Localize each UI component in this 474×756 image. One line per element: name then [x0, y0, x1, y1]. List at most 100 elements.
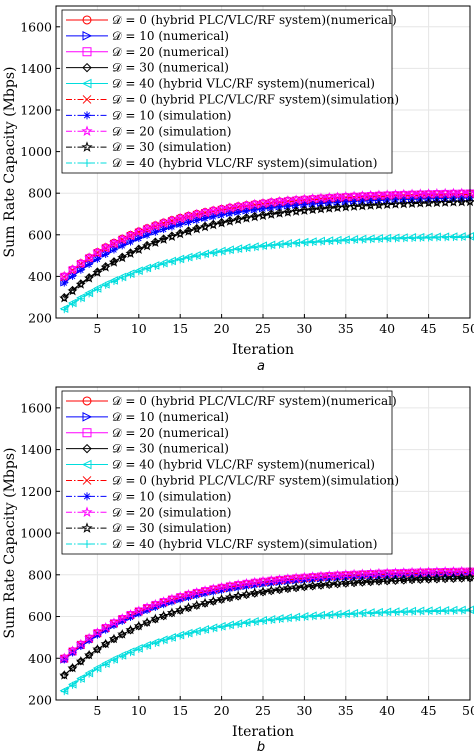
marker-star: [241, 213, 252, 223]
marker-star: [216, 581, 227, 592]
marker-diamond: [258, 210, 268, 219]
marker-star: [158, 596, 169, 606]
chart-panel-b: 5 10 15 20 25 30 35 40 45 50 200 400 600 800 1000 1200 1…: [2, 386, 474, 740]
marker-diamond: [233, 214, 243, 224]
marker-asterisk: [102, 251, 109, 258]
marker-star: [241, 199, 252, 210]
y-tick-label: 1400: [20, 442, 52, 457]
x-axis-label: Iteration: [232, 342, 294, 358]
legend-label: 𝒟 = 20 (numerical): [112, 45, 229, 59]
marker-star: [175, 228, 186, 239]
marker-star: [133, 244, 144, 255]
y-tick-label: 200: [28, 311, 52, 326]
legend: 𝒟 = 0 (hybrid PLC/VLC/RF system)(numeric…: [61, 390, 399, 555]
marker-asterisk: [243, 208, 250, 215]
x-tick-label: 50: [462, 321, 474, 336]
marker-diamond: [225, 216, 235, 225]
marker-star: [390, 188, 401, 199]
marker-star: [266, 584, 277, 595]
marker-triangle: [81, 459, 92, 470]
marker-star: [100, 638, 111, 649]
marker-star: [183, 602, 194, 612]
series-line: [63, 235, 471, 310]
marker-asterisk: [119, 243, 126, 249]
marker-asterisk: [260, 206, 266, 212]
marker-diamond: [142, 240, 152, 250]
marker-asterisk: [185, 219, 192, 226]
series-line: [63, 609, 471, 692]
marker-star: [125, 229, 136, 240]
chart-panel-a: 5 10 15 20 25 30 35 40 45 50 200 400 600 800 1000 1200 1…: [2, 5, 474, 358]
marker-star: [257, 210, 269, 221]
marker-star: [257, 197, 269, 208]
marker-star: [142, 223, 153, 233]
marker-star: [257, 575, 269, 586]
marker-star: [291, 194, 302, 204]
marker-diamond: [82, 62, 92, 73]
marker-star: [100, 242, 111, 252]
marker-star: [365, 568, 376, 578]
marker-diamond: [291, 206, 301, 215]
marker-star: [100, 262, 111, 272]
marker-asterisk: [152, 229, 159, 236]
marker-star: [282, 582, 293, 593]
marker-star: [299, 205, 310, 215]
marker-asterisk: [326, 200, 333, 206]
x-tick-label: 20: [214, 703, 230, 718]
marker-star: [440, 572, 451, 583]
marker-diamond: [159, 234, 168, 243]
marker-star: [448, 572, 459, 583]
y-axis-label: Sum Rate Capacity (Mbps): [2, 67, 18, 258]
marker-star: [398, 574, 409, 584]
marker-star: [166, 215, 177, 225]
legend-label: 𝒟 = 30 (simulation): [112, 521, 231, 535]
marker-star: [75, 279, 86, 289]
marker-diamond: [366, 200, 375, 209]
marker-star: [349, 568, 360, 579]
marker-star: [224, 580, 235, 591]
series-8: [59, 196, 474, 303]
marker-star: [398, 566, 409, 577]
marker-star: [357, 576, 368, 586]
y-tick-label: 800: [28, 186, 52, 201]
marker-diamond: [175, 228, 185, 238]
series-7: [59, 187, 474, 281]
marker-star: [266, 196, 277, 207]
series-8: [59, 572, 474, 680]
y-axis-label: Sum Rate Capacity (Mbps): [2, 448, 18, 639]
marker-asterisk: [78, 267, 84, 274]
legend-label: 𝒟 = 30 (simulation): [112, 140, 231, 154]
x-tick-label: 35: [338, 321, 354, 336]
y-tick-label: 200: [28, 693, 52, 708]
marker-star: [241, 577, 252, 588]
y-tick-label: 1600: [20, 400, 52, 415]
marker-star: [84, 252, 95, 262]
marker-star: [191, 586, 202, 597]
marker-triangle: [82, 412, 93, 422]
marker-star: [233, 214, 244, 225]
x-tick-label: 25: [255, 703, 271, 718]
marker-star: [108, 237, 120, 248]
legend-label: 𝒟 = 10 (simulation): [112, 108, 231, 122]
marker-star: [340, 569, 351, 579]
marker-star: [291, 581, 302, 592]
marker-star: [75, 257, 86, 268]
marker-star: [324, 191, 335, 202]
marker-diamond: [267, 209, 276, 218]
marker-star: [81, 522, 93, 533]
marker-asterisk: [160, 226, 167, 233]
marker-star: [183, 226, 194, 236]
marker-star: [67, 645, 78, 655]
marker-star: [175, 604, 186, 615]
marker-star: [332, 569, 343, 580]
marker-diamond: [167, 231, 177, 240]
marker-diamond: [217, 217, 226, 227]
marker-star: [84, 649, 95, 660]
marker-diamond: [200, 221, 210, 231]
marker-x: [82, 476, 92, 485]
marker-diamond: [333, 202, 342, 211]
marker-star: [382, 567, 393, 578]
marker-star: [406, 566, 418, 577]
legend-label: 𝒟 = 10 (numerical): [112, 29, 229, 43]
marker-star: [59, 670, 70, 680]
